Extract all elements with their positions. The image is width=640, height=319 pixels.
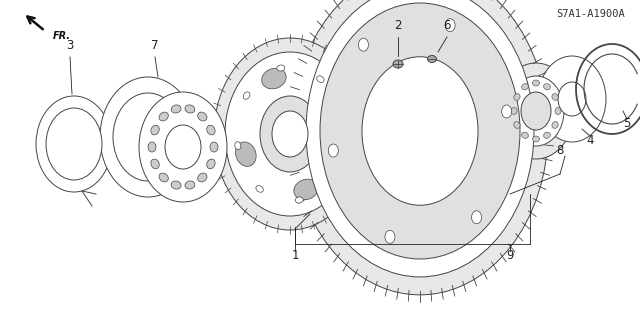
Ellipse shape bbox=[317, 76, 324, 83]
Ellipse shape bbox=[277, 65, 285, 71]
Ellipse shape bbox=[113, 93, 183, 181]
Ellipse shape bbox=[292, 0, 548, 295]
Ellipse shape bbox=[100, 77, 196, 197]
Ellipse shape bbox=[210, 142, 218, 152]
Ellipse shape bbox=[502, 105, 511, 118]
Ellipse shape bbox=[139, 92, 227, 202]
Ellipse shape bbox=[358, 38, 369, 51]
Ellipse shape bbox=[498, 63, 574, 159]
Ellipse shape bbox=[159, 173, 168, 182]
Text: 5: 5 bbox=[623, 117, 630, 130]
Ellipse shape bbox=[260, 96, 320, 172]
Ellipse shape bbox=[555, 108, 561, 115]
Ellipse shape bbox=[198, 173, 207, 182]
Text: FR.: FR. bbox=[53, 31, 71, 41]
Text: 6: 6 bbox=[444, 19, 451, 32]
Ellipse shape bbox=[320, 3, 520, 259]
Ellipse shape bbox=[522, 132, 529, 138]
Ellipse shape bbox=[151, 125, 159, 135]
Ellipse shape bbox=[393, 60, 403, 68]
Ellipse shape bbox=[428, 56, 436, 63]
Ellipse shape bbox=[558, 82, 586, 116]
Ellipse shape bbox=[243, 92, 250, 99]
Ellipse shape bbox=[256, 186, 263, 192]
Ellipse shape bbox=[532, 136, 540, 142]
Ellipse shape bbox=[236, 142, 256, 167]
Ellipse shape bbox=[207, 159, 215, 169]
Ellipse shape bbox=[151, 159, 159, 169]
Ellipse shape bbox=[385, 230, 395, 243]
Ellipse shape bbox=[508, 76, 564, 146]
Text: 3: 3 bbox=[67, 39, 74, 52]
Ellipse shape bbox=[306, 0, 534, 277]
Ellipse shape bbox=[521, 92, 551, 130]
Ellipse shape bbox=[514, 122, 520, 128]
Ellipse shape bbox=[295, 197, 303, 203]
Ellipse shape bbox=[552, 122, 558, 128]
Ellipse shape bbox=[472, 211, 481, 224]
Text: S7A1-A1900A: S7A1-A1900A bbox=[556, 9, 625, 19]
Ellipse shape bbox=[171, 181, 181, 189]
Ellipse shape bbox=[198, 112, 207, 121]
Text: 8: 8 bbox=[556, 144, 564, 157]
Text: 4: 4 bbox=[586, 134, 594, 147]
Ellipse shape bbox=[339, 118, 345, 126]
Ellipse shape bbox=[552, 93, 558, 100]
Ellipse shape bbox=[330, 169, 337, 176]
Ellipse shape bbox=[511, 108, 517, 115]
Ellipse shape bbox=[522, 84, 529, 90]
Text: 7: 7 bbox=[151, 39, 159, 52]
Ellipse shape bbox=[262, 68, 286, 89]
Ellipse shape bbox=[532, 80, 540, 86]
Ellipse shape bbox=[362, 57, 478, 205]
Ellipse shape bbox=[324, 101, 344, 126]
Text: 2: 2 bbox=[394, 19, 402, 32]
Ellipse shape bbox=[225, 52, 355, 216]
Ellipse shape bbox=[46, 108, 102, 180]
Ellipse shape bbox=[214, 38, 366, 230]
Ellipse shape bbox=[165, 125, 201, 169]
Ellipse shape bbox=[185, 181, 195, 189]
Ellipse shape bbox=[294, 179, 318, 200]
Ellipse shape bbox=[148, 142, 156, 152]
Ellipse shape bbox=[171, 105, 181, 113]
Ellipse shape bbox=[328, 144, 339, 157]
Ellipse shape bbox=[235, 142, 241, 150]
Ellipse shape bbox=[538, 56, 606, 142]
Ellipse shape bbox=[445, 19, 455, 32]
Ellipse shape bbox=[543, 132, 550, 138]
Ellipse shape bbox=[207, 125, 215, 135]
Ellipse shape bbox=[514, 93, 520, 100]
Text: 1: 1 bbox=[291, 249, 299, 262]
Ellipse shape bbox=[185, 105, 195, 113]
Ellipse shape bbox=[272, 111, 308, 157]
Text: 9: 9 bbox=[506, 249, 514, 262]
Ellipse shape bbox=[543, 84, 550, 90]
Ellipse shape bbox=[159, 112, 168, 121]
Ellipse shape bbox=[36, 96, 112, 192]
